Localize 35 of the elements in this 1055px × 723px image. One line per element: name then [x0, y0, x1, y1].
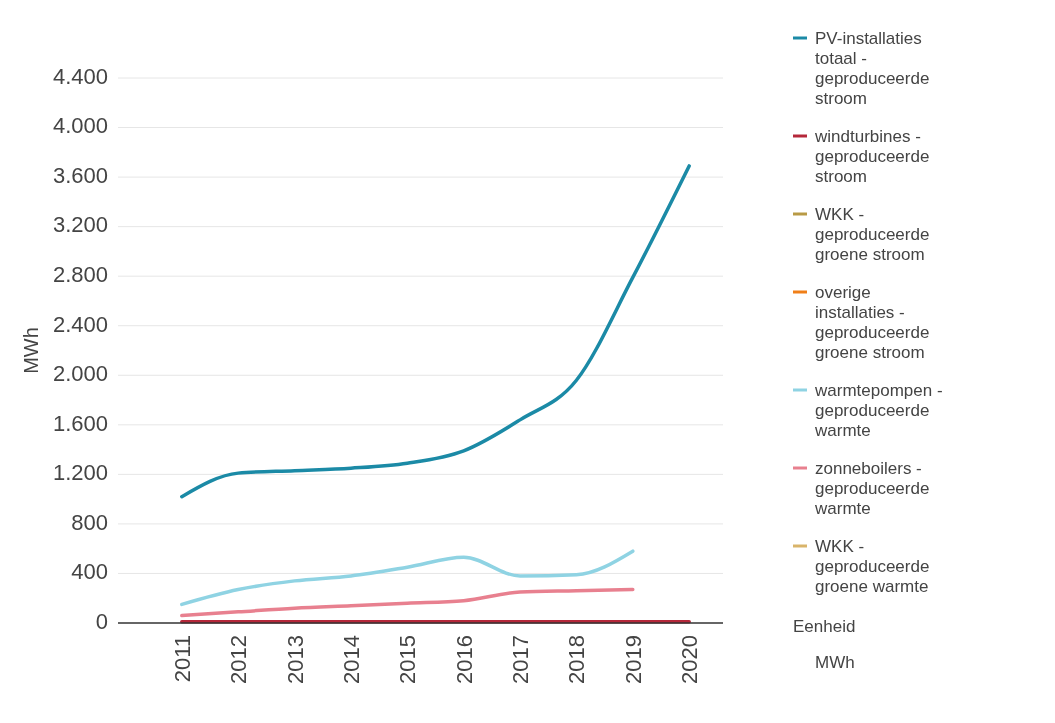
x-tick-label: 2018 [564, 635, 590, 684]
y-tick-label: 2.400 [52, 311, 108, 337]
legend-label: warmtepompen - geproduceerde warmte [814, 381, 943, 440]
text: Eenheid [793, 617, 856, 636]
x-tick-label: 2019 [620, 635, 646, 684]
x-tick-label: 2011 [169, 635, 195, 683]
y-tick-label: 400 [71, 559, 108, 585]
x-tick-label: 2015 [395, 635, 421, 684]
x-tick-label: 2017 [508, 635, 534, 684]
y-tick-label: 1.600 [52, 410, 108, 436]
y-tick-label: 4.400 [52, 63, 108, 89]
y-tick-label: 0 [95, 608, 108, 634]
legend-label: windturbines - geproduceerde stroom [814, 127, 930, 186]
line-series [180, 549, 635, 607]
legend-label: WKK - geproduceerde groene stroom [815, 205, 930, 264]
x-tick-label: 2013 [282, 635, 308, 684]
legend-label: WKK - geproduceerde groene warmte [815, 537, 930, 596]
y-tick-label: 2.000 [52, 361, 108, 387]
line-series [180, 587, 635, 618]
legend-label: zonneboilers - geproduceerde warmte [814, 459, 930, 518]
y-axis-title: MWh [20, 327, 42, 374]
y-tick-label: 4.000 [52, 113, 108, 139]
legend-label: overige installaties - geproduceerde groene stroom [815, 283, 930, 362]
line-series [180, 164, 691, 499]
x-tick-label: 2016 [451, 635, 477, 684]
x-tick-label: 2012 [226, 635, 252, 684]
x-tick-label: 2020 [677, 635, 703, 684]
y-tick-label: 2.800 [52, 261, 108, 287]
text: MWh [815, 653, 855, 672]
y-tick-label: 800 [71, 509, 108, 535]
y-tick-label: 3.600 [52, 162, 108, 188]
legend-label: PV-installaties totaal - geproduceerde stroom [815, 29, 930, 108]
x-tick-label: 2014 [338, 635, 364, 684]
y-tick-label: 1.200 [52, 460, 108, 486]
y-tick-label: 3.200 [52, 212, 108, 238]
